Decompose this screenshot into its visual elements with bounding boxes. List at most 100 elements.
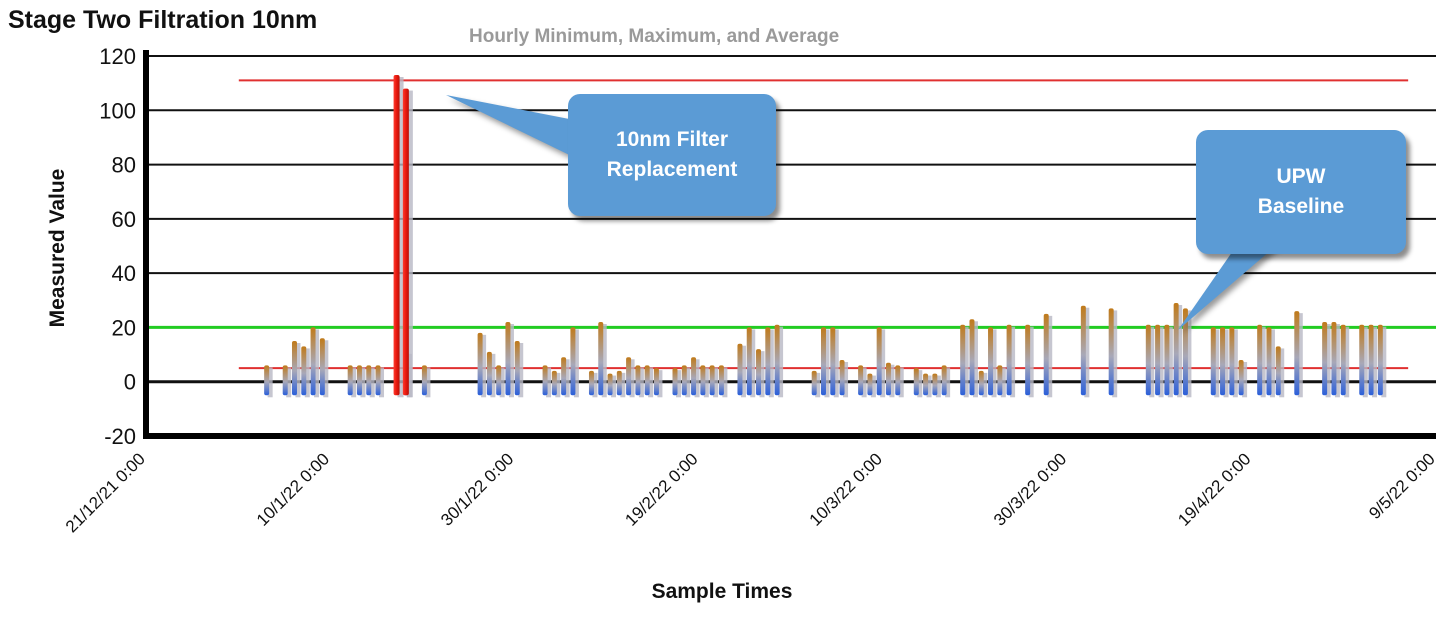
bar [514, 341, 520, 396]
x-tick-label: 19/4/22 0:00 [1174, 449, 1254, 529]
bar-shadow [1269, 329, 1275, 398]
bar [626, 357, 632, 396]
bar [561, 357, 567, 396]
bar [830, 327, 836, 396]
bar [1359, 324, 1365, 396]
bar [885, 362, 891, 396]
bar [1210, 327, 1216, 396]
bar [264, 365, 270, 396]
bar [709, 365, 715, 396]
bar [774, 324, 780, 396]
bar [356, 365, 362, 396]
bar-shadow [323, 340, 329, 398]
spike-bar [402, 88, 409, 396]
bar-shadow [889, 364, 895, 398]
bar [932, 373, 938, 396]
bar-shadow [369, 367, 375, 398]
bar-shadow [1334, 324, 1340, 398]
bar-shadow [1186, 310, 1192, 398]
bar-shadow [1047, 315, 1053, 398]
bar [496, 365, 502, 396]
bar-shadow [286, 367, 292, 398]
spike-bar [393, 75, 400, 396]
bar-shadow [991, 329, 997, 398]
callout-baseline-line1: UPW [1276, 164, 1326, 188]
bar [895, 365, 901, 396]
bar-shadow [508, 324, 514, 398]
bar-shadow [648, 367, 654, 398]
x-tick-label: 30/3/22 0:00 [990, 449, 1070, 529]
bar [746, 327, 752, 396]
x-tick-label: 10/3/22 0:00 [806, 449, 886, 529]
bar [375, 365, 381, 396]
bar-shadow [833, 329, 839, 398]
y-tick-label: 20 [112, 315, 136, 340]
y-tick-label: 60 [112, 207, 136, 232]
bar [1155, 324, 1161, 396]
bar [477, 332, 483, 396]
bar [1108, 308, 1114, 396]
bar [1043, 313, 1049, 396]
bar-shadow [1372, 326, 1378, 398]
bar-shadow [295, 343, 301, 398]
bar [1164, 324, 1170, 396]
bar [1220, 327, 1226, 396]
bar [1340, 324, 1346, 396]
bar-shadow [843, 362, 849, 398]
y-tick-label: 80 [112, 153, 136, 178]
bar-shadow [1232, 329, 1238, 398]
bar [1025, 324, 1031, 396]
bar-shadow [675, 370, 681, 398]
bar-shadow [870, 375, 876, 398]
bar-shadow [425, 367, 431, 398]
bar [607, 373, 613, 396]
bar [653, 368, 659, 396]
bar-shadow [629, 359, 635, 398]
bar [486, 351, 492, 396]
bar [542, 365, 548, 396]
bar-shadow [685, 367, 691, 398]
bar [347, 365, 353, 396]
bar [282, 365, 288, 396]
bar-shadow [972, 321, 978, 398]
bar [765, 327, 771, 396]
bar-shadow [982, 372, 988, 398]
bar [1331, 322, 1337, 396]
callout-filter-replacement: 10nm Filter Replacement [568, 94, 776, 216]
bar-shadow [1112, 310, 1118, 398]
bar-shadow [1010, 326, 1016, 398]
bar [941, 365, 947, 396]
x-tick-label: 30/1/22 0:00 [437, 449, 517, 529]
bar-shadow [1084, 307, 1090, 398]
bar [1145, 324, 1151, 396]
bar [1275, 346, 1281, 396]
bars-layer [264, 75, 1387, 398]
chart-subtitle: Hourly Minimum, Maximum, and Average [469, 26, 840, 47]
bar-shadow [611, 375, 617, 398]
bar-shadow [490, 353, 496, 398]
y-tick-label: 40 [112, 261, 136, 286]
bar-shadow [1325, 324, 1331, 398]
bar [1182, 308, 1188, 396]
bar [421, 365, 427, 396]
bar [310, 327, 316, 396]
bar [718, 365, 724, 396]
bar-shadow [935, 375, 941, 398]
bar-shadow [620, 372, 626, 398]
bar [1229, 327, 1235, 396]
bar [1377, 324, 1383, 396]
bar-shadow [314, 329, 320, 398]
x-tick-label: 10/1/22 0:00 [253, 449, 333, 529]
bar-shadow [722, 367, 728, 398]
bar [913, 368, 919, 396]
bar-shadow [740, 345, 746, 398]
bar [551, 370, 557, 396]
bar-shadow [945, 367, 951, 398]
bar [691, 357, 697, 396]
bar [839, 360, 845, 396]
bar [1266, 327, 1272, 396]
x-tick-label: 21/12/21 0:00 [62, 449, 149, 536]
bar-shadow [759, 351, 765, 398]
bar-shadow [638, 367, 644, 398]
bar-shadow [1344, 326, 1350, 398]
